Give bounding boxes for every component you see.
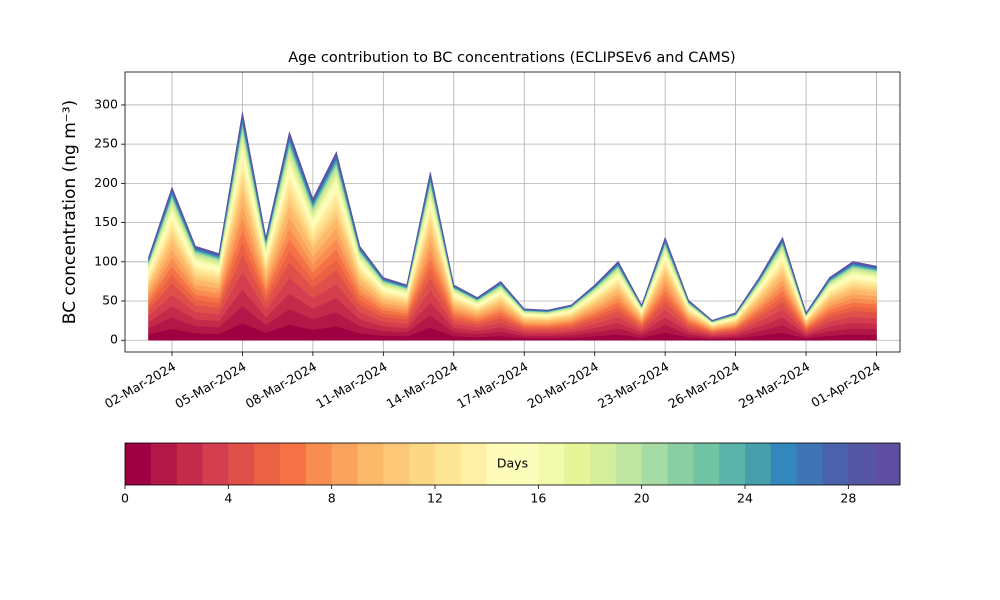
colorbar-tick-label: 4 xyxy=(224,491,232,506)
y-tick-label: 300 xyxy=(94,96,118,111)
colorbar-cell xyxy=(331,443,358,485)
y-tick-label: 0 xyxy=(110,332,118,347)
y-tick-label: 250 xyxy=(94,136,118,151)
colorbar-tick-label: 0 xyxy=(121,491,129,506)
y-tick-label: 50 xyxy=(102,293,118,308)
colorbar-label: Days xyxy=(497,456,528,471)
chart-title: Age contribution to BC concentrations (E… xyxy=(288,50,735,66)
colorbar-cell xyxy=(409,443,436,485)
colorbar-cell xyxy=(280,443,307,485)
plot-frame xyxy=(124,71,901,353)
colorbar-cell xyxy=(874,443,901,485)
area-layer xyxy=(148,111,877,321)
colorbar-cell xyxy=(719,443,746,485)
colorbar-tick-label: 28 xyxy=(840,491,856,506)
colorbar-cell xyxy=(822,443,849,485)
colorbar-cell xyxy=(305,443,333,485)
colorbar-cell xyxy=(125,443,152,485)
y-tick-label: 200 xyxy=(94,175,118,190)
colorbar-cell xyxy=(796,443,823,485)
colorbar-cell xyxy=(667,443,694,485)
colorbar-cell xyxy=(564,443,591,485)
colorbar-cell xyxy=(357,443,384,485)
colorbar-cell xyxy=(150,443,178,485)
colorbar-cell xyxy=(615,443,643,485)
colorbar-cell xyxy=(435,443,462,485)
colorbar-cell xyxy=(590,443,617,485)
colorbar-cell xyxy=(228,443,255,485)
y-tick-label: 150 xyxy=(94,214,118,229)
colorbar-cell xyxy=(538,443,565,485)
colorbar-tick-label: 24 xyxy=(737,491,753,506)
colorbar-cell xyxy=(460,443,488,485)
colorbar-tick-label: 8 xyxy=(328,491,336,506)
colorbar-cell xyxy=(486,443,513,485)
colorbar-cell xyxy=(383,443,410,485)
y-axis-label: BC concentration (ng m⁻³) xyxy=(60,100,80,324)
y-tick-label: 100 xyxy=(94,253,118,268)
colorbar-cell xyxy=(770,443,798,485)
colorbar-cell xyxy=(641,443,668,485)
colorbar-cell xyxy=(693,443,720,485)
colorbar-cell xyxy=(745,443,772,485)
colorbar-cell xyxy=(848,443,875,485)
colorbar-frame xyxy=(124,442,901,486)
colorbar-cell xyxy=(176,443,203,485)
colorbar-tick-label: 16 xyxy=(530,491,546,506)
colorbar-tick-label: 20 xyxy=(634,491,650,506)
colorbar-tick-label: 12 xyxy=(427,491,443,506)
colorbar-cell xyxy=(512,443,539,485)
colorbar-cell xyxy=(254,443,281,485)
colorbar-cell xyxy=(202,443,229,485)
